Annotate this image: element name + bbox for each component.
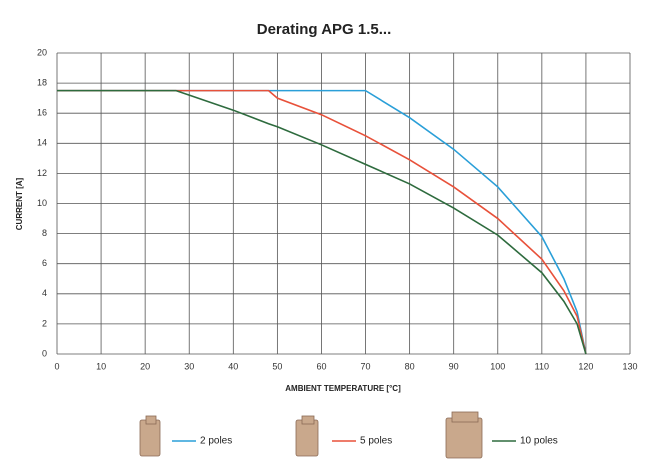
y-tick-label: 6	[42, 258, 47, 268]
connector-icon	[139, 411, 483, 459]
x-tick-label: 20	[140, 361, 150, 371]
y-tick-label: 0	[42, 348, 47, 358]
y-tick-label: 4	[42, 288, 47, 298]
y-tick-label: 18	[37, 77, 47, 87]
x-tick-label: 50	[272, 361, 282, 371]
x-tick-label: 80	[405, 361, 415, 371]
y-axis-label: CURRENT [A]	[15, 177, 24, 230]
y-tick-label: 10	[37, 198, 47, 208]
x-tick-label: 10	[96, 361, 106, 371]
x-tick-label: 110	[535, 361, 549, 371]
y-tick-label: 12	[37, 168, 47, 178]
x-tick-label: 70	[361, 361, 371, 371]
legend-label: 5 poles	[360, 436, 392, 447]
x-tick-label: 120	[578, 361, 593, 371]
x-tick-label: 0	[54, 361, 59, 371]
y-tick-label: 20	[37, 47, 47, 57]
x-tick-label: 60	[316, 361, 326, 371]
y-tick-label: 8	[42, 228, 47, 238]
y-tick-label: 14	[37, 138, 47, 148]
x-tick-label: 90	[449, 361, 459, 371]
x-tick-label: 30	[184, 361, 194, 371]
y-tick-label: 16	[37, 108, 47, 118]
x-tick-label: 100	[490, 361, 505, 371]
series-line	[57, 89, 587, 355]
y-tick-label: 2	[42, 318, 47, 328]
x-tick-label: 130	[622, 361, 637, 371]
chart-title: Derating APG 1.5...	[257, 21, 391, 38]
x-tick-label: 40	[228, 361, 238, 371]
series-line	[57, 89, 587, 355]
x-axis-label: AMBIENT TEMPERATURE [°C]	[285, 384, 401, 393]
legend-label: 10 poles	[520, 436, 558, 447]
legend-label: 2 poles	[200, 436, 232, 447]
